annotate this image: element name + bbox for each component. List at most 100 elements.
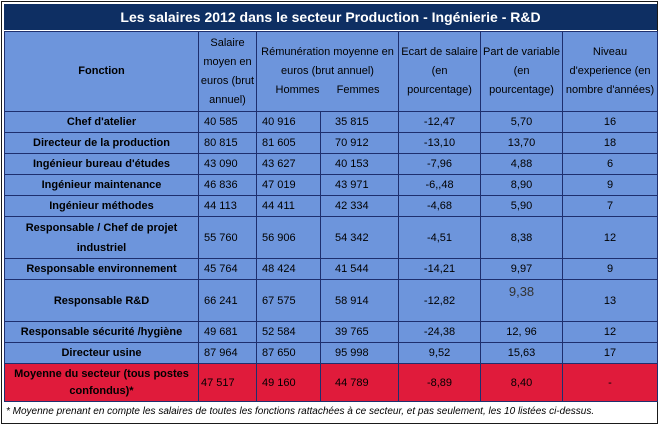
header-salaire-line: euros (brut [200,74,255,87]
cell-femmes: 43 971 [319,174,400,196]
cell-variable-value: 9,38 [508,284,535,299]
cell-variable: 4,88 [480,153,564,175]
header-ecart: Ecart de salaire (en pourcentage) [398,31,482,112]
cell-salaire: 49 681 [198,321,257,343]
cell-niveau: 16 [562,111,659,133]
cell-salaire: 40 585 [198,111,257,133]
cell-niveau: 17 [562,342,659,364]
cell-hommes-average: 49 160 [256,363,321,402]
cell-ecart: -12,82 [398,279,482,322]
cell-salaire: 55 760 [198,216,257,259]
cell-niveau-average: - [562,363,659,402]
cell-salaire: 45 764 [198,258,257,280]
cell-ecart: -13,10 [398,132,482,154]
table-row: Responsable sécurité /hygiène 49 681 52 … [4,321,659,343]
cell-fonction: Directeur usine [4,342,199,364]
header-ecart-line: pourcentage) [407,84,472,96]
cell-femmes: 40 153 [319,153,400,175]
cell-ecart: -12,47 [398,111,482,133]
header-salaire: Salaire moyen en euros (brut annuel) [198,31,257,112]
cell-fonction: Responsable / Chef de projet industriel [4,216,199,259]
header-remuneration-line: euros (brut annuel) [281,65,374,77]
header-fonction: Fonction [4,31,199,112]
cell-femmes: 42 334 [319,195,400,217]
cell-variable: 8,38 [480,216,564,259]
cell-ecart: -4,68 [398,195,482,217]
table-row: Ingénieur méthodes 44 113 44 411 42 334 … [4,195,659,217]
cell-hommes: 47 019 [256,174,321,196]
cell-salaire-average: 47 517 [198,363,257,402]
cell-variable: 9,97 [480,258,564,280]
cell-hommes: 43 627 [256,153,321,175]
cell-variable: 8,90 [480,174,564,196]
cell-variable: 5,70 [480,111,564,133]
table-row: Ingénieur maintenance 46 836 47 019 43 9… [4,174,659,196]
average-fonction-line: Moyenne du secteur (tous postes [14,367,189,380]
table-row: Ingénieur bureau d'études 43 090 43 627 … [4,153,659,175]
cell-fonction: Responsable R&D [4,279,199,322]
header-niveau-line: d'experience (en [569,65,651,77]
header-gender-pair: Hommes Femmes [258,81,398,100]
cell-hommes: 87 650 [256,342,321,364]
table-header-row: Fonction Salaire moyen en euros (brut an… [4,31,659,112]
cell-ecart: -24,38 [398,321,482,343]
cell-femmes-average: 44 789 [319,363,400,402]
cell-ecart: -14,21 [398,258,482,280]
header-salaire-line: annuel) [209,93,246,106]
cell-ecart: -7,96 [398,153,482,175]
cell-variable: 13,70 [480,132,564,154]
table-row: Responsable environnement 45 764 48 424 … [4,258,659,280]
cell-hommes: 56 906 [256,216,321,259]
cell-femmes: 54 342 [319,216,400,259]
cell-salaire: 66 241 [198,279,257,322]
header-variable-line: (en [513,65,530,77]
cell-femmes: 35 815 [319,111,400,133]
header-remuneration: Rémunération moyenne en euros (brut annu… [255,31,400,112]
table-row: Directeur de la production 80 815 81 605… [4,132,659,154]
cell-fonction: Ingénieur méthodes [4,195,199,217]
cell-niveau: 6 [562,153,659,175]
cell-fonction: Directeur de la production [4,132,199,154]
header-femmes: Femmes [336,84,380,96]
cell-niveau: 9 [562,174,659,196]
cell-hommes: 40 916 [256,111,321,133]
cell-hommes: 52 584 [256,321,321,343]
header-variable: Part de variable (en pourcentage) [480,31,564,112]
cell-salaire: 80 815 [198,132,257,154]
cell-femmes: 95 998 [319,342,400,364]
cell-niveau: 13 [562,279,659,322]
cell-ecart: -6,,48 [398,174,482,196]
cell-salaire: 46 836 [198,174,257,196]
salary-table: Fonction Salaire moyen en euros (brut an… [4,31,659,402]
cell-femmes: 39 765 [319,321,400,343]
header-variable-line: pourcentage) [489,84,554,96]
cell-hommes: 44 411 [256,195,321,217]
average-row: Moyenne du secteur (tous postes confondu… [4,363,659,402]
header-hommes: Hommes [275,84,320,96]
header-remuneration-line: Rémunération moyenne en [261,46,394,58]
header-niveau-line: Niveau [592,46,628,58]
cell-fonction: Chef d'atelier [4,111,199,133]
cell-niveau: 7 [562,195,659,217]
cell-fonction: Responsable environnement [4,258,199,280]
table-title: Les salaires 2012 dans le secteur Produc… [4,4,657,30]
header-ecart-line: Ecart de salaire [401,46,478,58]
header-variable-line: Part de variable [482,46,561,58]
cell-variable-average: 8,40 [480,363,564,402]
cell-ecart-average: -8,89 [398,363,482,402]
cell-hommes: 67 575 [256,279,321,322]
cell-fonction: Ingénieur maintenance [4,174,199,196]
cell-variable: 12, 96 [480,321,564,343]
footnote: * Moyenne prenant en compte les salaires… [6,406,595,417]
cell-variable: 15,63 [480,342,564,364]
cell-niveau: 9 [562,258,659,280]
table-row: Responsable / Chef de projet industriel … [4,216,659,259]
cell-niveau: 18 [562,132,659,154]
header-ecart-line: (en [431,65,448,77]
cell-salaire: 87 964 [198,342,257,364]
cell-fonction-average: Moyenne du secteur (tous postes confondu… [4,363,199,402]
cell-niveau: 12 [562,321,659,343]
table-row: Responsable R&D 66 241 67 575 58 914 -12… [4,279,659,322]
cell-niveau: 12 [562,216,659,259]
cell-ecart: -4,51 [398,216,482,259]
